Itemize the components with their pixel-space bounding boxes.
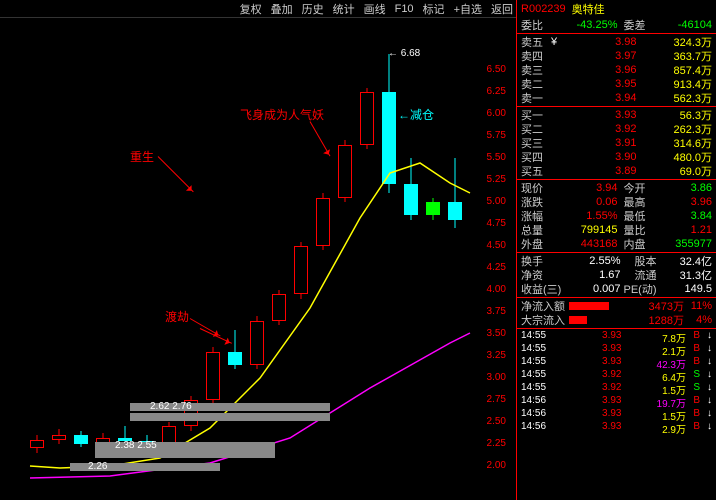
- candle: [272, 290, 286, 325]
- candle: [316, 193, 330, 250]
- y-tick: 3.75: [476, 306, 506, 317]
- y-tick: 3.00: [476, 372, 506, 383]
- prefix: R: [521, 3, 529, 15]
- quote-row: 收益(三)0.007PE(动)149.5: [517, 282, 716, 296]
- candle: [228, 330, 242, 370]
- y-tick: 4.50: [476, 240, 506, 251]
- zone-label: 2.26: [88, 461, 107, 472]
- candle: [382, 54, 396, 193]
- weibi-row: 委比 -43.25% 委差 -46104: [517, 18, 716, 32]
- candle: [404, 158, 418, 220]
- y-tick: 5.75: [476, 130, 506, 141]
- tick-row: 14:553.926.4万S↓: [517, 369, 716, 382]
- toolbar-+自选[interactable]: +自选: [451, 1, 485, 17]
- quote-row: 换手2.55%股本32.4亿: [517, 254, 716, 268]
- tick-row: 14:563.932.9万B↓: [517, 421, 716, 434]
- annotation: ←减仓: [398, 106, 434, 123]
- toolbar-叠加[interactable]: 叠加: [268, 1, 296, 17]
- y-tick: 5.00: [476, 196, 506, 207]
- flow-row: 大宗流入1288万4%: [517, 313, 716, 327]
- y-axis: 6.50 6.25 6.00 5.75 5.50 5.25 5.00 4.75 4.50 4.25…: [476, 18, 508, 500]
- candle: [250, 316, 264, 369]
- peak-price-label: ← 6.68: [388, 48, 420, 59]
- support-zone: [130, 413, 330, 421]
- candle: [426, 198, 440, 220]
- support-zone: [95, 450, 275, 458]
- stock-name: 奥特佳: [572, 1, 605, 17]
- quote-row: 买四3.90480.0万: [517, 150, 716, 164]
- tick-row: 14:563.931.5万B↓: [517, 408, 716, 421]
- candle: [206, 347, 220, 404]
- y-tick: 4.75: [476, 218, 506, 229]
- toolbar-标记[interactable]: 标记: [420, 1, 448, 17]
- quote-row: 买一3.9356.3万: [517, 108, 716, 122]
- candle: [294, 242, 308, 299]
- tick-row: 14:553.932.1万B↓: [517, 343, 716, 356]
- quote-row: 买三3.91314.6万: [517, 136, 716, 150]
- candle: [74, 431, 88, 447]
- y-tick: 2.50: [476, 416, 506, 427]
- annotation: 渡劫: [165, 308, 189, 325]
- zone-label: 2.62 2.76: [150, 401, 192, 412]
- quote-row: 买五3.8969.0万: [517, 164, 716, 178]
- stock-code: 002239: [529, 3, 566, 15]
- y-tick: 6.00: [476, 108, 506, 119]
- y-tick: 2.75: [476, 394, 506, 405]
- toolbar-复权[interactable]: 复权: [237, 1, 265, 17]
- quote-row: 涨跌0.06最高3.96: [517, 195, 716, 209]
- toolbar-画线[interactable]: 画线: [361, 1, 389, 17]
- chart-area: 6.50 6.25 6.00 5.75 5.50 5.25 5.00 4.75 4.50 4.25…: [0, 18, 508, 500]
- y-tick: 4.25: [476, 262, 506, 273]
- quote-row: 现价3.94今开3.86: [517, 181, 716, 195]
- quote-row: 涨幅1.55%最低3.84: [517, 209, 716, 223]
- toolbar-返回[interactable]: 返回: [488, 1, 516, 17]
- y-tick: 6.50: [476, 64, 506, 75]
- flow-row: 净流入额3473万11%: [517, 299, 716, 313]
- quote-row: 卖三3.96857.4万: [517, 63, 716, 77]
- y-tick: 5.25: [476, 174, 506, 185]
- candle: [52, 429, 66, 444]
- candle: [30, 435, 44, 453]
- y-tick: 2.00: [476, 460, 506, 471]
- tick-row: 14:553.937.8万B↓: [517, 330, 716, 343]
- candle: [448, 158, 462, 228]
- candle: [338, 140, 352, 202]
- annotation: 飞身成为人气妖: [240, 106, 324, 123]
- quote-row: 卖四3.97363.7万: [517, 49, 716, 63]
- tick-row: 14:553.9342.3万B↓: [517, 356, 716, 369]
- quote-panel: R 002239 奥特佳 委比 -43.25% 委差 -46104 卖五¥3.9…: [516, 0, 716, 500]
- quote-row: 卖一3.94562.3万: [517, 91, 716, 105]
- annotation: 重生: [130, 148, 154, 165]
- quote-row: 净资1.67流通31.3亿: [517, 268, 716, 282]
- y-tick: 6.25: [476, 86, 506, 97]
- tick-row: 14:563.9319.7万B↓: [517, 395, 716, 408]
- y-tick: 5.50: [476, 152, 506, 163]
- toolbar-F10[interactable]: F10: [392, 3, 417, 15]
- quote-row: 买二3.92262.3万: [517, 122, 716, 136]
- tick-row: 14:553.921.5万S↓: [517, 382, 716, 395]
- quote-row: 卖二3.95913.4万: [517, 77, 716, 91]
- quote-row: 外盘443168内盘355977: [517, 237, 716, 251]
- zone-label: 2.38 2.55: [115, 440, 157, 451]
- y-tick: 4.00: [476, 284, 506, 295]
- y-tick: 2.25: [476, 438, 506, 449]
- y-tick: 3.25: [476, 350, 506, 361]
- quote-row: 总量799145量比1.21: [517, 223, 716, 237]
- candle: [360, 88, 374, 150]
- quote-row: 卖五¥3.98324.3万: [517, 35, 716, 49]
- candlestick-container: [10, 18, 476, 500]
- toolbar-统计[interactable]: 统计: [330, 1, 358, 17]
- y-tick: 3.50: [476, 328, 506, 339]
- stock-header: R 002239 奥特佳: [517, 0, 716, 18]
- toolbar-历史[interactable]: 历史: [299, 1, 327, 17]
